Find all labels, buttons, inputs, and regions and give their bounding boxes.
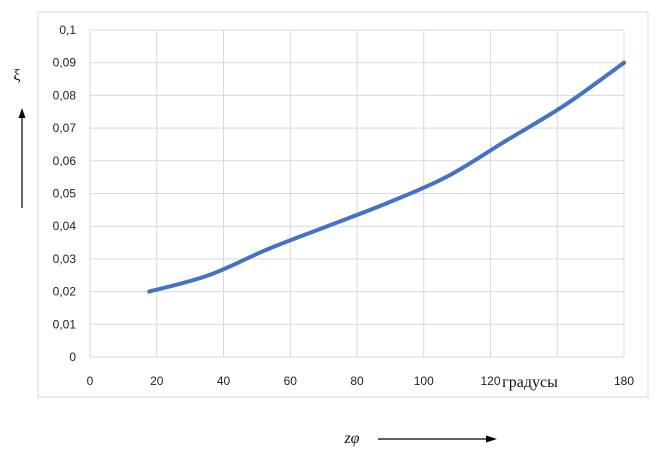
- series-line: [147, 60, 626, 294]
- y-tick-label: 0,03: [53, 252, 77, 266]
- y-axis-arrow-head: [18, 108, 26, 118]
- y-tick-label: 0,1: [59, 23, 76, 37]
- y-tick-label: 0,08: [53, 88, 77, 102]
- y-tick-label: 0,02: [53, 285, 77, 299]
- x-tick-label: 40: [217, 374, 231, 388]
- y-tick-label: 0,01: [53, 317, 77, 331]
- y-tick-label: 0,04: [53, 219, 77, 233]
- series-layer: [147, 60, 626, 294]
- x-tick-label: 120: [480, 374, 500, 388]
- data-point: [444, 175, 448, 180]
- x-tick-label: 60: [284, 374, 298, 388]
- data-point: [206, 273, 211, 278]
- data-point: [384, 201, 389, 206]
- x-tick-labels: 0 20 40 60 80 100 120 180: [87, 374, 635, 388]
- y-tick-labels: 0 0,01 0,02 0,03 0,04 0,05 0,06 0,07 0,08 0,09 0,1: [53, 23, 77, 364]
- x-unit-label: градусы: [502, 374, 558, 391]
- x-axis-label: zφ: [343, 430, 359, 447]
- data-point: [147, 289, 152, 294]
- grid: [89, 29, 625, 358]
- x-tick-label: 20: [150, 374, 164, 388]
- x-tick-label: 100: [414, 374, 434, 388]
- x-tick-label: 80: [350, 374, 364, 388]
- x-axis-arrow-head: [486, 435, 497, 443]
- data-point: [325, 224, 330, 229]
- data-point: [266, 247, 270, 252]
- x-tick-label: 0: [87, 374, 94, 388]
- y-tick-label: 0,07: [53, 121, 77, 135]
- x-tick-label: 180: [614, 374, 634, 388]
- y-tick-label: 0,06: [53, 154, 77, 168]
- y-tick-label: 0: [69, 350, 76, 364]
- y-tick-label: 0,09: [53, 56, 77, 70]
- data-point: [622, 60, 626, 65]
- data-point: [562, 103, 567, 108]
- y-tick-label: 0,05: [53, 187, 77, 201]
- chart-frame: [37, 11, 649, 398]
- data-point: [503, 139, 508, 144]
- y-axis-label: ξ: [13, 67, 20, 84]
